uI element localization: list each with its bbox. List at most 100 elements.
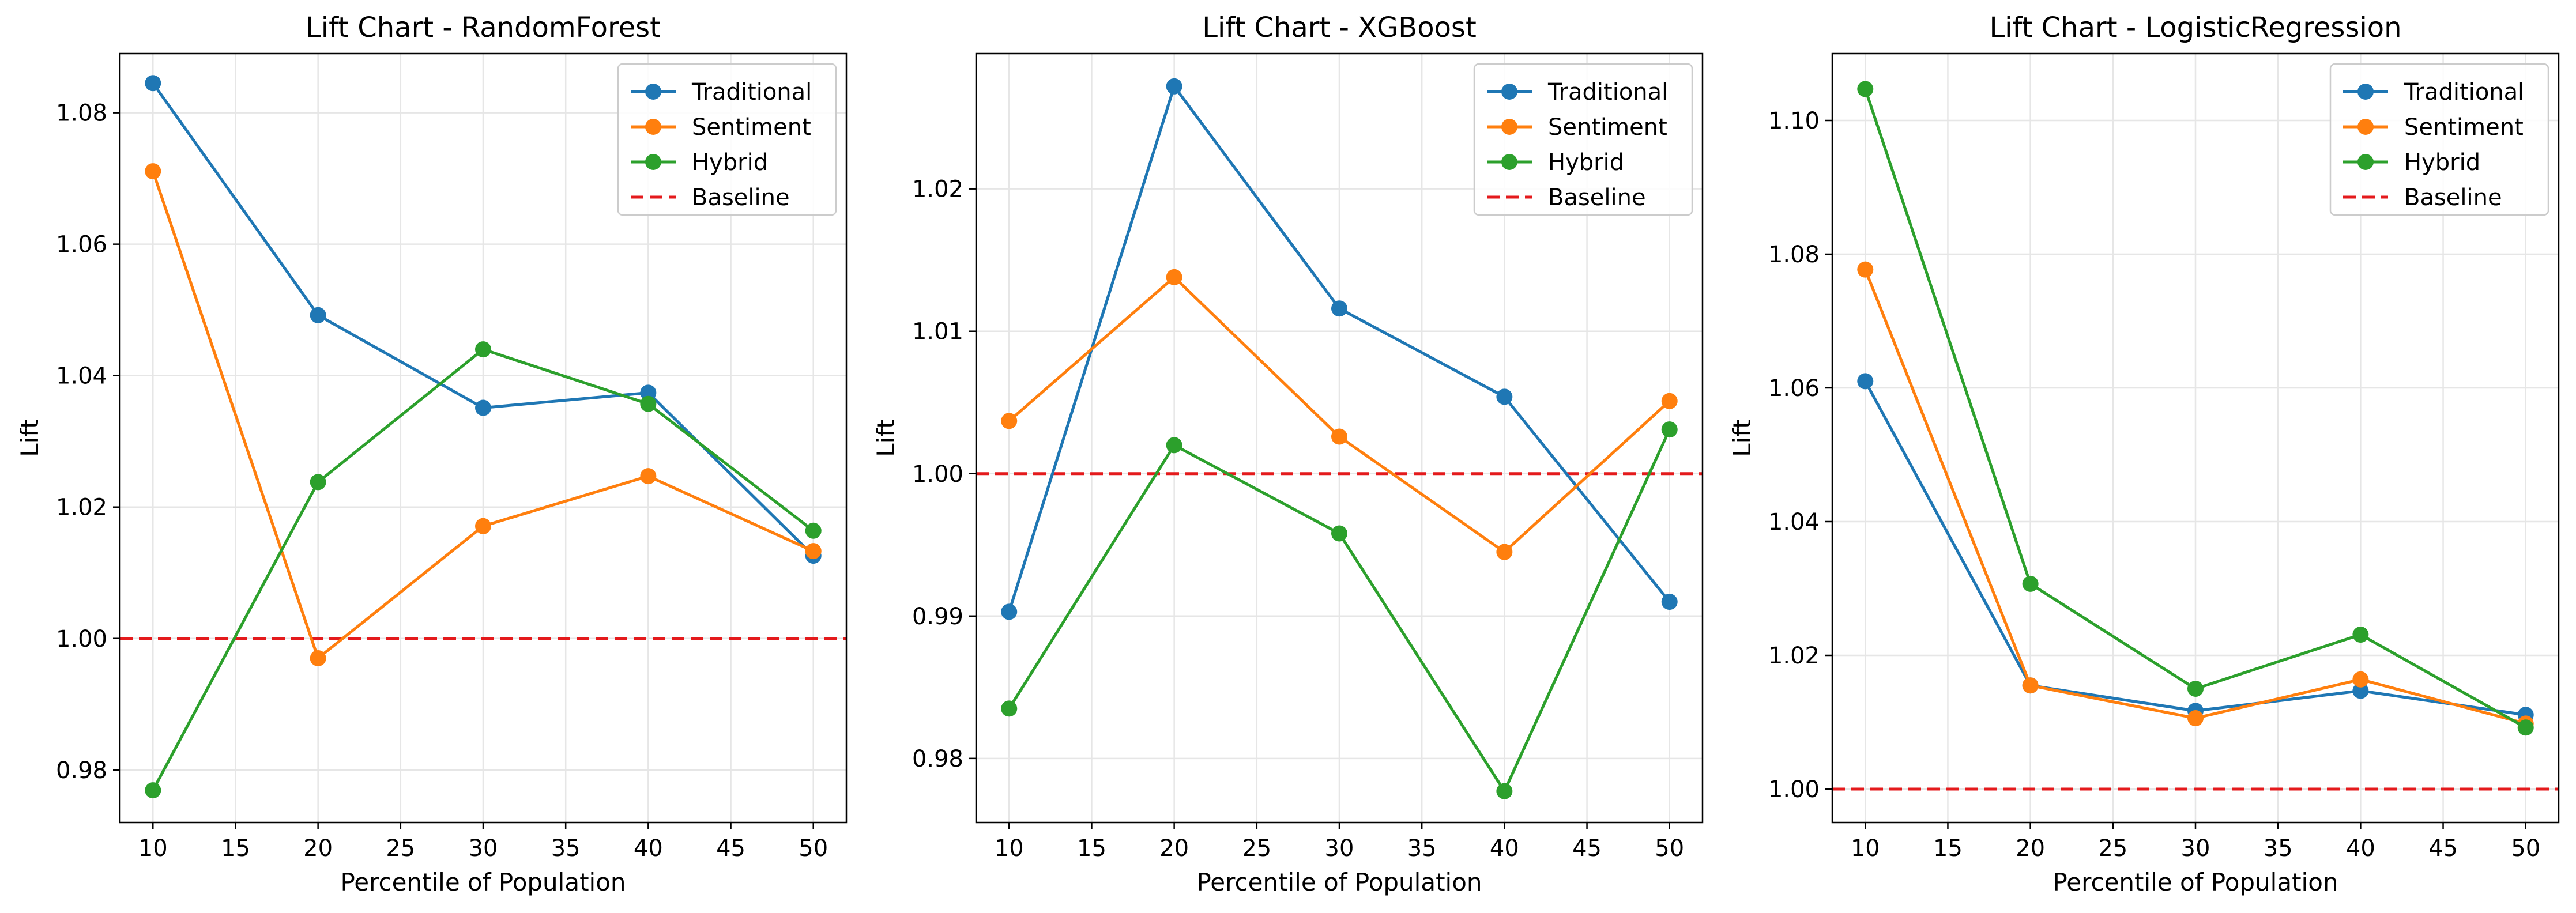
legend-label-sentiment: Sentiment bbox=[1548, 114, 1667, 141]
data-point-sentiment bbox=[2187, 710, 2204, 727]
x-tick-label: 45 bbox=[716, 835, 745, 862]
legend-marker-traditional bbox=[645, 84, 661, 100]
y-tick-label: 1.01 bbox=[912, 319, 963, 345]
data-point-hybrid bbox=[1661, 421, 1678, 438]
chart-panel-2: 10 15 20 25 30 35 40 45 50 0.98 0.99 1.00 1.01 1.02 Li… bbox=[872, 12, 1704, 896]
data-point-traditional bbox=[310, 307, 326, 323]
x-axis-label: Percentile of Population bbox=[1196, 868, 1482, 896]
data-point-traditional bbox=[1001, 603, 1018, 620]
x-tick-label: 30 bbox=[1325, 835, 1354, 862]
data-point-hybrid bbox=[1331, 525, 1347, 542]
data-point-hybrid bbox=[1857, 81, 1874, 97]
x-tick-label: 35 bbox=[1407, 835, 1437, 862]
legend: Traditional Sentiment Hybrid Baseline bbox=[2329, 63, 2549, 216]
x-tick-label: 35 bbox=[2264, 835, 2293, 862]
legend-label-traditional: Traditional bbox=[691, 79, 812, 105]
x-tick-label: 25 bbox=[2098, 835, 2127, 862]
x-tick-label: 10 bbox=[138, 835, 168, 862]
y-tick-label: 1.02 bbox=[912, 176, 963, 203]
y-axis-label: Lift bbox=[872, 419, 900, 457]
chart-title: Lift Chart - RandomForest bbox=[306, 12, 661, 44]
x-tick-label: 30 bbox=[469, 835, 498, 862]
chart-title: Lift Chart - LogisticRegression bbox=[1989, 12, 2401, 44]
legend-label-hybrid: Hybrid bbox=[1548, 149, 1624, 176]
x-tick-label: 20 bbox=[1159, 835, 1189, 862]
chart-panel-3: 10 15 20 25 30 35 40 45 50 1.00 1.02 1.04 1.06 1.08 1.… bbox=[1728, 12, 2560, 896]
legend-label-baseline: Baseline bbox=[1548, 184, 1646, 211]
x-axis-label: Percentile of Population bbox=[340, 868, 626, 896]
y-tick-label: 1.02 bbox=[56, 495, 107, 521]
x-tick-label: 15 bbox=[1933, 835, 1963, 862]
data-point-traditional bbox=[1661, 594, 1678, 610]
data-point-sentiment bbox=[475, 518, 491, 534]
x-tick-label: 40 bbox=[1490, 835, 1519, 862]
x-tick-label: 25 bbox=[1242, 835, 1271, 862]
x-tick-label: 10 bbox=[1851, 835, 1880, 862]
data-point-sentiment bbox=[2352, 671, 2369, 688]
y-tick-label: 1.06 bbox=[56, 232, 107, 258]
x-tick-label: 20 bbox=[303, 835, 333, 862]
data-point-hybrid bbox=[2187, 681, 2204, 697]
legend-marker-sentiment bbox=[2357, 119, 2374, 135]
legend-label-baseline: Baseline bbox=[692, 184, 790, 211]
data-point-hybrid bbox=[1001, 700, 1018, 717]
x-tick-label: 40 bbox=[634, 835, 663, 862]
data-point-traditional bbox=[1857, 373, 1874, 390]
data-point-hybrid bbox=[2517, 719, 2534, 736]
data-point-traditional bbox=[145, 75, 161, 92]
legend-marker-sentiment bbox=[645, 119, 661, 135]
legend-marker-traditional bbox=[2357, 84, 2374, 100]
x-tick-label: 15 bbox=[1077, 835, 1106, 862]
data-point-sentiment bbox=[145, 163, 161, 180]
x-tick-label: 10 bbox=[995, 835, 1024, 862]
legend-box bbox=[1473, 63, 1693, 216]
legend-marker-hybrid bbox=[1501, 154, 1517, 170]
data-point-traditional bbox=[640, 384, 657, 401]
data-point-sentiment bbox=[1001, 413, 1018, 429]
plot-frame bbox=[119, 52, 848, 824]
chart-panel-1: 10 15 20 25 30 35 40 45 50 0.98 1.00 1.02 1.04 1.06 1.… bbox=[16, 12, 848, 896]
y-tick-label: 1.08 bbox=[56, 100, 107, 127]
data-point-traditional bbox=[1331, 300, 1347, 317]
data-point-sentiment bbox=[310, 650, 326, 666]
x-tick-label: 45 bbox=[1572, 835, 1602, 862]
x-tick-label: 40 bbox=[2346, 835, 2375, 862]
legend-label-sentiment: Sentiment bbox=[692, 114, 811, 141]
y-tick-label: 1.02 bbox=[1768, 643, 1820, 669]
legend-label-sentiment: Sentiment bbox=[2404, 114, 2524, 141]
y-tick-label: 1.00 bbox=[1768, 776, 1820, 803]
y-axis-label: Lift bbox=[1728, 419, 1756, 457]
y-tick-label: 1.04 bbox=[56, 363, 107, 390]
legend-box bbox=[617, 63, 837, 216]
data-point-hybrid bbox=[1496, 783, 1513, 799]
plot-frame bbox=[1831, 52, 2560, 824]
data-point-sentiment bbox=[640, 468, 657, 485]
data-point-sentiment bbox=[1496, 544, 1513, 560]
data-point-traditional bbox=[1496, 388, 1513, 405]
data-point-sentiment bbox=[2022, 677, 2039, 694]
y-tick-label: 0.99 bbox=[912, 603, 963, 630]
y-tick-label: 1.04 bbox=[1768, 509, 1820, 535]
data-point-hybrid bbox=[475, 341, 491, 358]
x-tick-label: 20 bbox=[2016, 835, 2045, 862]
data-point-sentiment bbox=[1661, 393, 1678, 409]
legend-box bbox=[2329, 63, 2549, 216]
legend-label-baseline: Baseline bbox=[2404, 184, 2502, 211]
data-point-traditional bbox=[1166, 78, 1182, 95]
x-axis-label: Percentile of Population bbox=[2052, 868, 2338, 896]
plot-frame bbox=[975, 52, 1704, 824]
y-tick-label: 1.00 bbox=[56, 626, 107, 652]
x-tick-label: 35 bbox=[551, 835, 581, 862]
legend: Traditional Sentiment Hybrid Baseline bbox=[1473, 63, 1693, 216]
legend-marker-hybrid bbox=[645, 154, 661, 170]
y-tick-label: 1.08 bbox=[1768, 242, 1820, 268]
legend-marker-sentiment bbox=[1501, 119, 1517, 135]
data-point-traditional bbox=[2352, 682, 2369, 699]
legend-label-hybrid: Hybrid bbox=[692, 149, 768, 176]
y-tick-label: 0.98 bbox=[56, 757, 107, 784]
legend-label-hybrid: Hybrid bbox=[2404, 149, 2480, 176]
data-point-traditional bbox=[475, 399, 491, 416]
legend-marker-hybrid bbox=[2357, 154, 2374, 170]
data-point-sentiment bbox=[1331, 428, 1347, 445]
data-point-sentiment bbox=[1857, 261, 1874, 278]
